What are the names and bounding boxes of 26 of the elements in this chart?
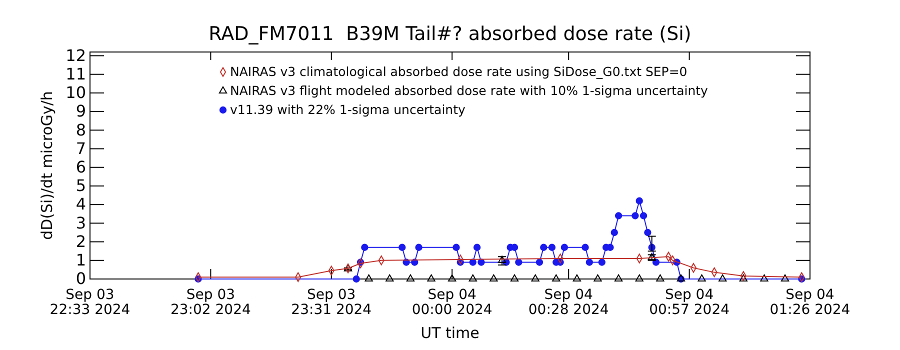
y-tick-label: 9 <box>76 102 86 121</box>
x-tick-label: Sep 04 00:00 2024 <box>412 287 492 318</box>
x-tick-label: Sep 03 23:31 2024 <box>291 287 372 318</box>
chart-title: RAD_FM7011 B39M Tail#? absorbed dose rate (Si) <box>208 23 692 45</box>
x-tick-label: Sep 04 01:26 2024 <box>770 287 850 318</box>
y-tick-label: 11 <box>66 64 86 84</box>
x-axis-title: UT time <box>420 324 480 342</box>
x-tick-label: Sep 04 00:28 2024 <box>528 287 609 318</box>
legend-label: NAIRAS v3 flight modeled absorbed dose rate with 10% 1-sigma uncertainty <box>230 83 709 98</box>
x-tick-label: Sep 03 22:33 2024 <box>50 287 130 318</box>
y-tick-label: 0 <box>76 269 86 288</box>
legend-label: v11.39 with 22% 1-sigma uncertainty <box>230 102 466 117</box>
y-tick-label: 10 <box>66 83 86 102</box>
legend-label: NAIRAS v3 climatological absorbed dose rate using SiDose_G0.txt SEP=0 <box>230 64 688 79</box>
y-axis-title: dD(Si)/dt microGy/h <box>38 91 56 240</box>
y-tick-label: 5 <box>76 176 86 196</box>
x-tick-label: Sep 03 23:02 2024 <box>170 287 251 318</box>
y-tick-label: 8 <box>76 120 86 140</box>
x-tick-label: Sep 04 00:57 2024 <box>649 287 730 318</box>
y-tick-label: 6 <box>76 157 86 176</box>
y-tick-label: 2 <box>76 232 86 251</box>
y-tick-label: 3 <box>76 213 86 232</box>
y-tick-label: 12 <box>66 46 86 65</box>
y-tick-label: 4 <box>76 194 86 214</box>
y-tick-label: 7 <box>76 138 86 158</box>
y-tick-label: 1 <box>76 250 86 270</box>
